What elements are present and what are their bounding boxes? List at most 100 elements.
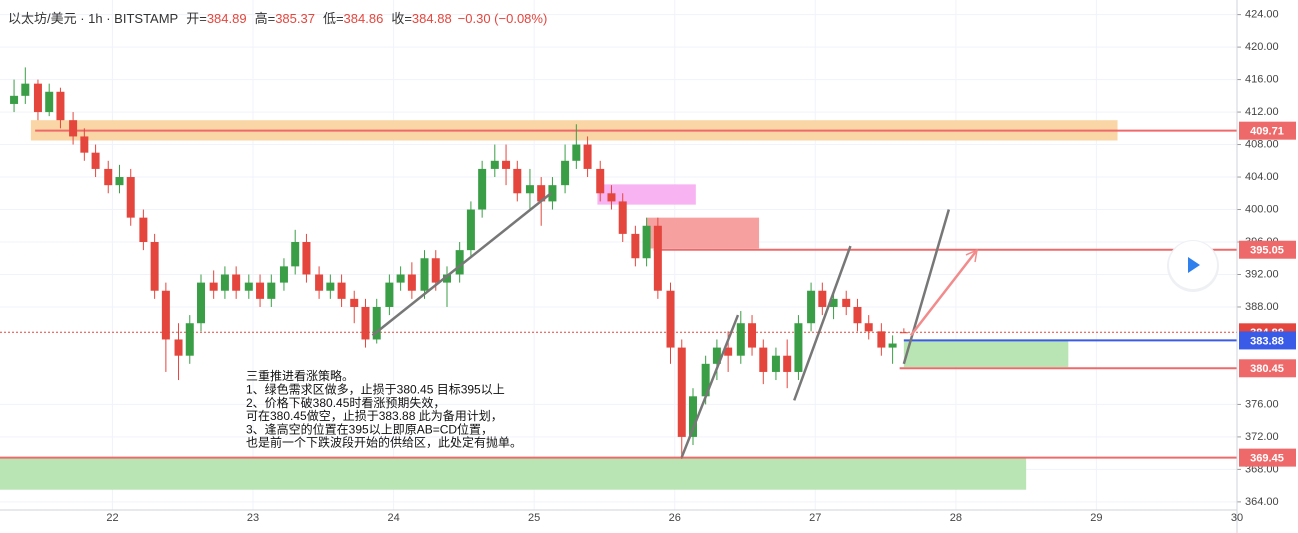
ohlc-value: 384.89 <box>207 11 247 26</box>
zone <box>597 184 696 205</box>
y-tick-label: 372.00 <box>1245 431 1279 443</box>
candle-body <box>724 347 733 356</box>
trendline <box>902 209 951 365</box>
annotation-line: 可在380.45做空，止损于383.88 此为备用计划， <box>246 408 503 423</box>
candle-body <box>115 177 124 186</box>
candle-body <box>712 347 721 364</box>
arrow-head <box>965 248 978 263</box>
x-tick-label: 28 <box>950 512 962 524</box>
candle-body <box>877 331 886 348</box>
candle-body <box>736 323 745 356</box>
symbol: 以太坊/美元 · 1h · BITSTAMP <box>8 11 178 26</box>
candle-body <box>337 282 346 299</box>
candle-body <box>572 144 581 161</box>
candle-body <box>185 323 194 356</box>
candle-body <box>302 242 311 275</box>
x-tick-label: 29 <box>1090 512 1102 524</box>
candle-body <box>466 209 475 251</box>
candle-body <box>420 258 429 291</box>
candle-body <box>350 298 359 307</box>
candle-body <box>256 282 265 299</box>
trendline <box>793 245 852 401</box>
y-tick-label: 408.00 <box>1245 138 1279 150</box>
play-icon <box>1188 257 1200 273</box>
candle-body <box>80 136 89 153</box>
candle-body <box>677 347 686 437</box>
candle-body <box>561 160 570 186</box>
y-tick-label: 416.00 <box>1245 73 1279 85</box>
candle-body <box>794 323 803 372</box>
y-tick-label: 388.00 <box>1245 301 1279 313</box>
candle-body <box>161 290 170 340</box>
x-tick-label: 22 <box>106 512 118 524</box>
y-tick-label: 400.00 <box>1245 203 1279 215</box>
candle-body <box>502 160 511 169</box>
candle-body <box>653 225 662 291</box>
candle-body <box>232 274 241 291</box>
price-label-bg <box>1239 359 1296 378</box>
candle-body <box>220 274 229 291</box>
x-tick-label: 27 <box>809 512 821 524</box>
candle-body <box>431 258 440 283</box>
candle-body <box>525 185 534 194</box>
candle-body <box>21 83 30 96</box>
candle-body <box>666 290 675 348</box>
x-tick-label: 24 <box>387 512 399 524</box>
candle-body <box>618 201 627 234</box>
price-label: 380.45 <box>1250 363 1284 375</box>
ohlc-label: 收= <box>391 11 412 26</box>
candle-body <box>396 274 405 283</box>
candle-body <box>771 355 780 372</box>
candle-body <box>513 168 522 194</box>
price-label: 383.88 <box>1250 335 1284 347</box>
candle-body <box>315 274 324 291</box>
ohlc-label: 开= <box>186 11 207 26</box>
price-label: 369.45 <box>1250 453 1284 465</box>
candle-body <box>139 217 148 243</box>
annotation-line: 三重推进看涨策略。 <box>246 368 354 383</box>
candle-body <box>548 185 557 202</box>
ohlc-value: 385.37 <box>275 11 315 26</box>
change: −0.30 (−0.08%) <box>458 11 548 26</box>
header: 以太坊/美元 · 1h · BITSTAMP 开=384.89 高=385.37 低=… <box>8 11 547 26</box>
candle-body <box>607 193 616 202</box>
candle-body <box>478 168 487 210</box>
price-label: 409.71 <box>1250 126 1284 138</box>
candle-body <box>104 168 113 186</box>
candle-body <box>807 290 816 324</box>
candle-body <box>279 266 288 283</box>
candle-body <box>853 306 862 324</box>
candle-body <box>361 306 370 340</box>
ohlc-label: 低= <box>323 11 344 26</box>
candle-body <box>372 306 381 340</box>
price-label-bg <box>1239 448 1296 467</box>
x-tick-label: 23 <box>247 512 259 524</box>
candle-body <box>899 332 908 334</box>
ohlc-value: 384.88 <box>412 11 452 26</box>
zone <box>646 217 760 249</box>
candle-body <box>455 250 464 275</box>
candle-body <box>829 298 838 307</box>
candle-body <box>642 225 651 259</box>
candle-body <box>45 91 54 113</box>
candle-body <box>267 282 276 299</box>
candle-body <box>150 242 159 291</box>
y-tick-label: 420.00 <box>1245 41 1279 53</box>
candle-body <box>701 363 710 397</box>
zone <box>903 339 1069 368</box>
candle-body <box>759 347 768 372</box>
candle-body <box>326 282 335 291</box>
y-tick-label: 404.00 <box>1245 171 1279 183</box>
candle-body <box>407 274 416 291</box>
y-tick-label: 412.00 <box>1245 106 1279 118</box>
candle-body <box>174 339 183 356</box>
candle-body <box>291 242 300 267</box>
y-tick-label: 424.00 <box>1245 9 1279 21</box>
candle-body <box>244 282 253 291</box>
ohlc-value: 384.86 <box>344 11 384 26</box>
candle-body <box>69 120 78 137</box>
candle-body <box>631 233 640 259</box>
price-label-bg <box>1239 331 1296 350</box>
